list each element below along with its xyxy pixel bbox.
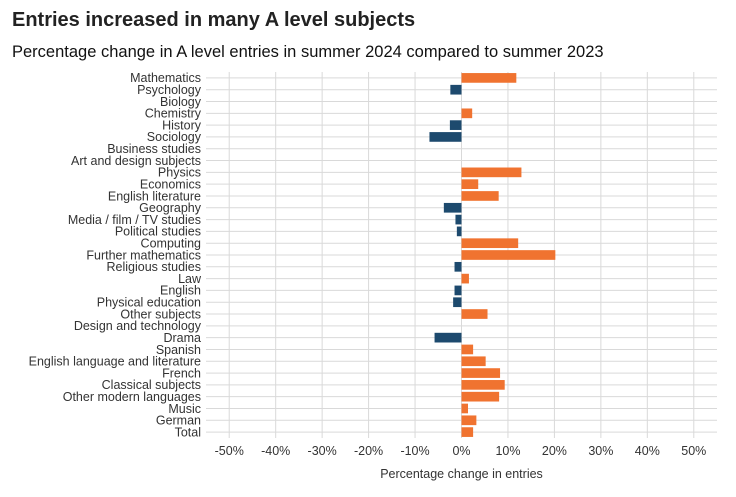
bar [461,427,474,437]
category-label: Psychology [137,83,202,97]
category-label: Religious studies [107,260,202,274]
bar [449,120,462,130]
x-tick-label: 30% [588,444,613,458]
bar [461,108,473,119]
category-label: Classical subjects [102,378,201,392]
category-label: English literature [108,189,201,203]
bar [456,226,462,237]
x-tick-label: -50% [215,444,244,458]
bar [461,309,488,319]
category-label: Political studies [115,225,201,239]
category-label: Chemistry [145,107,202,121]
x-tick-label: 40% [635,444,660,458]
category-label: Drama [163,331,201,345]
bars [429,73,556,437]
x-tick-labels: -50% -40% -30% -20% -10% 0% 10% 20% 30% 40% 50% [215,444,707,458]
bar [434,332,462,343]
category-label: History [162,118,202,132]
bar [461,368,501,378]
category-label: German [156,414,201,428]
category-label: Biology [160,95,202,109]
category-label: Art and design subjects [71,154,201,168]
x-axis-title: Percentage change in entries [380,467,543,481]
x-tick-label: 0% [452,444,470,458]
category-label: English [160,284,201,298]
category-labels: MathematicsPsychologyBiologyChemistryHis… [29,71,202,439]
category-label: Other subjects [120,307,201,321]
category-label: Physical education [97,296,201,310]
category-label: Total [175,425,201,439]
bar [461,380,505,390]
x-tick-label: -20% [354,444,383,458]
x-tick-label: 20% [542,444,567,458]
bar [461,167,522,178]
bar [461,73,517,83]
category-label: Geography [139,201,202,215]
bar [461,250,556,260]
bar [429,132,462,142]
chart-subtitle: Percentage change in A level entries in … [12,43,604,61]
chart-title: Entries increased in many A level subjec… [12,9,416,31]
category-label: English language and literature [29,355,201,369]
category-label: Business studies [107,142,201,156]
bar [461,179,479,190]
x-tick-label: 10% [495,444,520,458]
category-label: Design and technology [74,319,202,333]
category-label: Media / film / TV studies [68,213,201,227]
category-label: French [162,366,201,380]
bar [461,344,474,355]
category-label: Other modern languages [63,390,201,404]
bar [454,285,462,296]
x-tick-label: 50% [681,444,706,458]
bar [454,261,462,272]
bar [443,202,462,213]
bar [450,84,462,95]
bar [461,273,469,284]
category-label: Further mathematics [86,248,201,262]
category-label: Economics [140,177,201,191]
category-label: Law [178,272,202,286]
bar [453,297,462,308]
x-tick-label: -10% [400,444,429,458]
x-tick-label: -30% [308,444,337,458]
x-tick-label: -40% [261,444,290,458]
bar [461,403,469,414]
bar [461,238,519,249]
bar [461,356,486,367]
category-label: Music [168,402,201,416]
category-label: Computing [141,236,201,250]
bar [455,214,462,225]
bar [461,415,477,426]
bar [461,391,500,402]
category-label: Sociology [147,130,202,144]
bar [461,191,499,201]
category-label: Mathematics [130,71,201,85]
category-label: Physics [158,166,201,180]
category-label: Spanish [156,343,201,357]
